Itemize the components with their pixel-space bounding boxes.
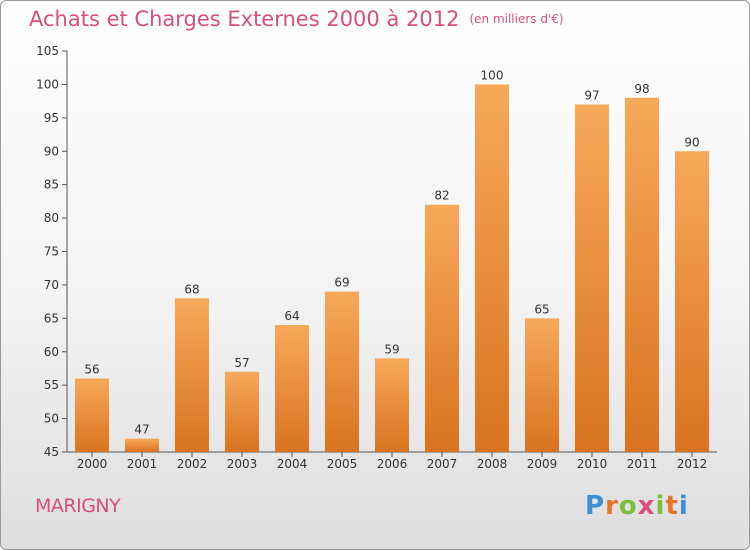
x-tick-label: 2003 [227, 457, 258, 471]
logo-letter: P [585, 491, 606, 521]
y-tick-label: 50 [44, 412, 59, 426]
x-tick-label: 2002 [177, 457, 208, 471]
bar-value-label: 65 [534, 302, 549, 316]
x-tick-label: 2001 [127, 457, 158, 471]
chart-title-text: Achats et Charges Externes 2000 à 2012 [29, 7, 460, 31]
bar [325, 291, 359, 452]
chart-unit: (en milliers d'€) [469, 12, 564, 26]
y-tick-label: 45 [44, 445, 59, 459]
x-tick-label: 2007 [427, 457, 458, 471]
proxiti-logo: Proxiti [585, 491, 689, 521]
bar-value-label: 98 [634, 82, 649, 96]
y-tick-label: 65 [44, 311, 59, 325]
y-tick-label: 90 [44, 144, 59, 158]
y-tick-label: 105 [36, 44, 59, 58]
y-tick-label: 55 [44, 378, 59, 392]
bar-value-label: 69 [334, 276, 349, 290]
bar [125, 438, 159, 452]
commune-name: MARIGNY [35, 495, 121, 517]
bar-value-label: 90 [684, 135, 699, 149]
bar [425, 204, 459, 452]
x-tick-label: 2009 [527, 457, 558, 471]
chart-title: Achats et Charges Externes 2000 à 2012 (e… [29, 7, 564, 31]
logo-letter: x [637, 491, 656, 521]
bar [375, 358, 409, 452]
x-tick-label: 2008 [477, 457, 508, 471]
bar [575, 104, 609, 452]
x-tick-label: 2000 [77, 457, 108, 471]
bar-value-label: 59 [384, 342, 399, 356]
logo-letter: o [618, 491, 638, 521]
bar [275, 325, 309, 452]
bar-value-label: 47 [134, 423, 149, 437]
x-tick-label: 2005 [327, 457, 358, 471]
bar-value-label: 57 [234, 356, 249, 370]
y-tick-label: 60 [44, 345, 59, 359]
logo-letter: r [605, 491, 619, 521]
y-tick-label: 100 [36, 77, 59, 91]
y-tick-label: 95 [44, 111, 59, 125]
x-tick-label: 2011 [627, 457, 658, 471]
x-tick-label: 2006 [377, 457, 408, 471]
bar-value-label: 82 [434, 189, 449, 203]
logo-letter: i [678, 491, 689, 521]
chart-bars: 56 47 68 57 64 69 59 82 100 65 97 98 90 [75, 68, 709, 453]
bar [75, 378, 109, 452]
bar [625, 97, 659, 453]
logo-letter: t [665, 491, 679, 521]
x-tick-label: 2012 [677, 457, 708, 471]
y-tick-label: 70 [44, 278, 59, 292]
bar-value-label: 100 [481, 68, 504, 82]
y-tick-label: 80 [44, 211, 59, 225]
logo-letter: i [655, 491, 666, 521]
bar-value-label: 56 [84, 362, 99, 376]
y-tick-label: 85 [44, 178, 59, 192]
bar [475, 84, 509, 453]
bar-value-label: 64 [284, 309, 299, 323]
x-tick-label: 2004 [277, 457, 308, 471]
bar-value-label: 97 [584, 88, 599, 102]
bar [675, 151, 709, 452]
x-tick-label: 2010 [577, 457, 608, 471]
bar [175, 298, 209, 452]
y-tick-label: 75 [44, 245, 59, 259]
bar [225, 371, 259, 452]
chart-axes: 45 50 55 60 65 70 75 80 85 90 95 100 105 2000 2001 2002… [36, 44, 717, 471]
bar [525, 318, 559, 452]
bar-value-label: 68 [184, 282, 199, 296]
